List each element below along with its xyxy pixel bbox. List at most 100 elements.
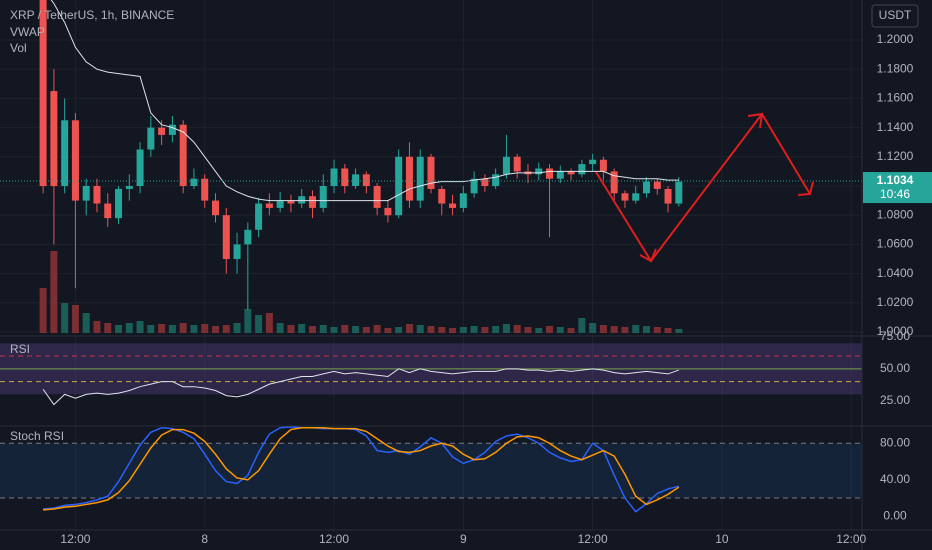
candle-body bbox=[653, 181, 661, 189]
y-tick-label: 1.1600 bbox=[877, 91, 914, 105]
volume-bar bbox=[115, 325, 123, 333]
volume-bar bbox=[492, 326, 500, 333]
stoch-tick-label: 40.00 bbox=[880, 472, 910, 486]
indicator-label: Vol bbox=[10, 41, 27, 55]
rsi-line bbox=[42, 368, 679, 406]
volume-bar bbox=[621, 327, 629, 333]
arrow-head bbox=[747, 112, 764, 129]
candle-body bbox=[50, 91, 58, 187]
volume-bar bbox=[71, 305, 79, 333]
candle-body bbox=[190, 178, 198, 187]
volume-bar bbox=[643, 326, 650, 333]
candle-body bbox=[136, 149, 144, 187]
y-tick-label: 1.0800 bbox=[877, 207, 914, 221]
volume-bar bbox=[481, 327, 489, 333]
candle-body bbox=[39, 0, 47, 187]
volume-bar bbox=[222, 325, 230, 333]
candle-body bbox=[115, 188, 123, 219]
candle-body bbox=[319, 186, 327, 208]
volume-bar bbox=[168, 325, 176, 333]
axes: 1.00001.02001.04001.06001.08001.10001.12… bbox=[60, 32, 932, 546]
arrow-head bbox=[639, 248, 657, 263]
candle-body bbox=[513, 156, 521, 172]
volume-bar bbox=[287, 325, 295, 333]
volume-bar bbox=[470, 326, 478, 333]
candle-body bbox=[308, 196, 316, 208]
candle-body bbox=[93, 186, 101, 204]
drawing-path bbox=[595, 112, 811, 263]
volume-bar bbox=[158, 324, 166, 333]
candle-body bbox=[664, 188, 672, 204]
candle-body bbox=[212, 200, 219, 216]
candle-body bbox=[201, 178, 209, 201]
candle-body bbox=[71, 120, 79, 201]
candle-body bbox=[330, 168, 338, 187]
candle-body bbox=[179, 124, 187, 187]
volume-bar bbox=[589, 323, 597, 333]
volume-bar bbox=[308, 326, 316, 333]
currency[interactable]: USDT bbox=[879, 8, 912, 22]
vwap-line bbox=[50, 0, 679, 202]
candle-body bbox=[481, 178, 489, 187]
y-tick-label: 1.2000 bbox=[877, 32, 914, 46]
volume-bar bbox=[82, 313, 90, 333]
stoch-tick-label: 80.00 bbox=[880, 435, 910, 449]
candle-body bbox=[632, 193, 640, 201]
stoch-band bbox=[0, 443, 862, 499]
y-tick-label: 1.0600 bbox=[877, 237, 914, 251]
volume-bar bbox=[599, 325, 607, 333]
candle-body bbox=[643, 181, 650, 194]
candle-body bbox=[373, 186, 381, 208]
indicator-label: VWAP bbox=[10, 25, 45, 39]
volume-bar bbox=[104, 323, 112, 333]
volume-bar bbox=[395, 327, 403, 333]
arrow-head bbox=[797, 181, 814, 196]
volume-bar bbox=[39, 288, 47, 333]
volume-bar bbox=[502, 324, 510, 333]
candle-body bbox=[395, 156, 403, 216]
volume-bar bbox=[416, 325, 424, 333]
volume-bar bbox=[201, 324, 209, 333]
volume-bar bbox=[190, 325, 198, 333]
candle-body bbox=[147, 127, 155, 150]
candle-body bbox=[168, 124, 176, 135]
candle-body bbox=[287, 200, 295, 204]
volume-bar bbox=[675, 329, 683, 333]
candle-body bbox=[492, 174, 500, 187]
grid bbox=[0, 0, 862, 530]
y-tick-label: 1.1400 bbox=[877, 120, 914, 134]
candle-body bbox=[352, 174, 360, 187]
volume-bar bbox=[524, 327, 532, 333]
indicator-panes bbox=[42, 368, 680, 513]
volume-bar bbox=[384, 328, 392, 333]
x-tick-label: 9 bbox=[460, 532, 467, 546]
candle-body bbox=[265, 203, 273, 208]
volume-bar bbox=[567, 328, 575, 333]
candle-body bbox=[546, 168, 554, 179]
y-tick-label: 1.1800 bbox=[877, 61, 914, 75]
x-tick-label: 8 bbox=[201, 532, 208, 546]
x-tick-label: 12:00 bbox=[836, 532, 866, 546]
candle-body bbox=[61, 120, 69, 187]
candle-body bbox=[341, 168, 349, 187]
volume-bar bbox=[449, 328, 457, 333]
candle-body bbox=[233, 244, 241, 260]
y-tick-label: 1.1200 bbox=[877, 149, 914, 163]
volume-bar bbox=[125, 323, 133, 333]
volume-bar bbox=[556, 327, 564, 333]
volume-bar bbox=[427, 326, 435, 333]
candle-body bbox=[125, 186, 133, 189]
annotation bbox=[595, 112, 814, 263]
currency-box[interactable] bbox=[871, 4, 919, 28]
volume-bar bbox=[330, 327, 338, 333]
x-tick-label: 12:00 bbox=[60, 532, 90, 546]
rsi-tick-label: 25.00 bbox=[880, 393, 910, 407]
pane-title: Stoch RSI bbox=[10, 429, 64, 443]
volume-bar bbox=[255, 315, 263, 333]
last-price-label: 1.1034 bbox=[877, 173, 914, 187]
candle-body bbox=[599, 159, 607, 172]
volume-bar bbox=[546, 326, 554, 333]
volume-bar bbox=[664, 328, 672, 333]
